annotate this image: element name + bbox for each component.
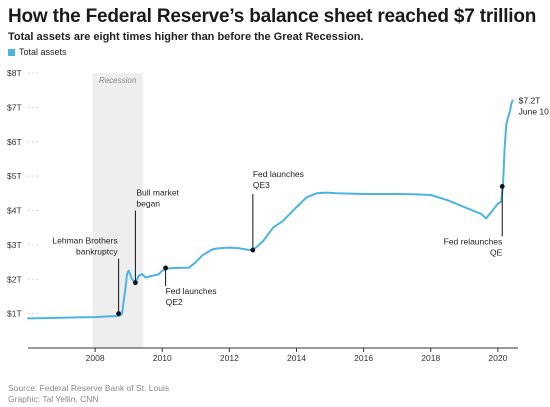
chart-subtitle: Total assets are eight times higher than… [8,31,364,43]
annotation-point [163,265,169,271]
x-tick-label: 2012 [220,353,239,363]
annotation-label: Fed launches [253,169,304,179]
annotation-label: Lehman Brothers [52,236,117,246]
shaded-region [92,73,143,348]
credit-note: Graphic: Tal Yellin, CNN [8,394,99,404]
x-tick-label: 2016 [354,353,373,363]
legend-label: Total assets [19,47,67,57]
x-tick-label: 2008 [86,353,105,363]
annotation-label: Bull market [136,188,179,198]
legend-swatch [8,48,15,56]
annotation-label: QE3 [253,180,270,190]
chart-title: How the Federal Reserve’s balance sheet … [8,6,537,27]
y-tick-label: $4T [7,206,22,216]
annotation-label: began [136,199,160,209]
y-tick-label: $3T [7,240,22,250]
annotation-point [116,311,122,317]
x-tick-label: 2018 [421,353,440,363]
shaded-region-label: Recession [99,76,137,85]
annotation-label: Fed launches [166,286,217,296]
annotation-point [250,247,256,253]
annotation-label: QE2 [166,297,183,307]
x-tick-label: 2020 [488,353,507,363]
y-tick-label: $6T [7,137,22,147]
annotation-label: QE [490,247,503,257]
annotation-label: June 10 [519,107,550,117]
plot-area: Recession $1T $2T $3T $4T $5T $6T $7T $8T 2008 201… [7,68,549,363]
annotation-label: bankruptcy [76,247,118,257]
x-tick-label: 2010 [153,353,172,363]
annotation-label: Fed relaunches [444,236,503,246]
y-tick-label: $1T [7,309,22,319]
x-tick-label: 2014 [287,353,306,363]
y-tick-label: $8T [7,68,22,78]
annotation-point [499,184,505,189]
source-note: Source: Federal Reserve Bank of St. Loui… [8,383,170,393]
y-tick-label: $7T [7,102,22,112]
series-line-total-assets [27,99,514,320]
legend: Total assets [8,47,67,57]
annotation-point [132,280,138,286]
y-tick-label: $5T [7,171,22,181]
annotation-label: $7.2T [519,96,541,106]
y-tick-label: $2T [7,274,22,284]
